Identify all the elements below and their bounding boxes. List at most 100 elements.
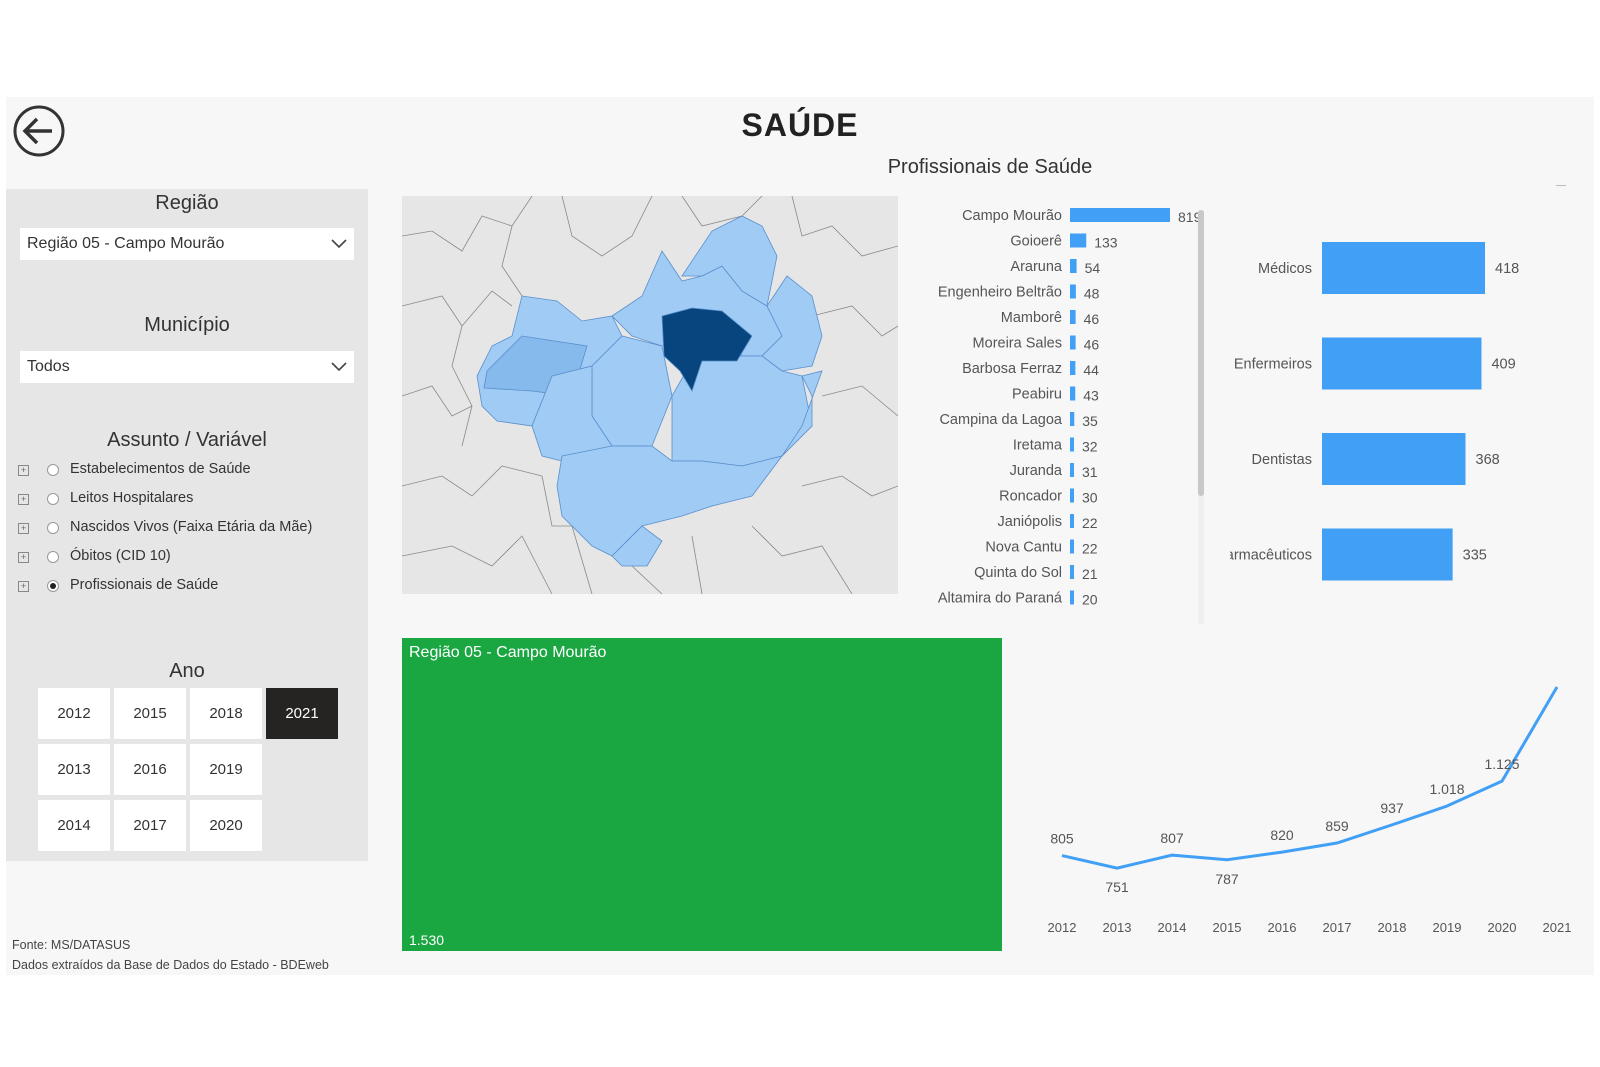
year-button[interactable]: 2012 (38, 688, 110, 739)
year-button[interactable]: 2015 (114, 688, 186, 739)
data-label: 820 (1270, 827, 1294, 843)
expand-icon[interactable]: + (18, 581, 29, 592)
bar[interactable] (1070, 284, 1076, 299)
bar[interactable] (1070, 259, 1077, 273)
back-arrow-icon[interactable] (12, 104, 66, 158)
divider (1556, 185, 1566, 186)
x-tick-label: 2017 (1323, 920, 1352, 935)
expand-icon[interactable]: + (18, 523, 29, 534)
ano-line-chart[interactable]: 805 2012 751 2013 807 2014 787 2015 820 2016 859 20… (1030, 680, 1580, 942)
assunto-radio-list: + Estabelecimentos de Saúde + Leitos Hos… (14, 460, 354, 605)
municipio-dropdown[interactable]: Todos (20, 351, 354, 383)
treemap-value: 1.530 (409, 932, 445, 948)
bar-value-label: 35 (1082, 413, 1098, 429)
expand-icon[interactable]: + (18, 494, 29, 505)
bar-category-label: Peabiru (1012, 387, 1062, 403)
treemap-label: Região 05 - Campo Mourão (409, 644, 607, 661)
year-button[interactable]: 2013 (38, 744, 110, 795)
year-button[interactable]: 2014 (38, 800, 110, 851)
bar-value-label: 54 (1085, 260, 1101, 276)
x-tick-label: 2021 (1543, 920, 1572, 935)
year-button[interactable]: 2016 (114, 744, 186, 795)
bar[interactable] (1322, 433, 1466, 485)
radio-item-profissionais[interactable]: + Profissionais de Saúde (14, 576, 354, 605)
treemap-tile[interactable]: Região 05 - Campo Mourão 1.530 (402, 638, 1002, 951)
bar[interactable] (1070, 514, 1074, 528)
bar[interactable] (1322, 242, 1485, 294)
bar-value-label: 46 (1084, 337, 1100, 353)
bar[interactable] (1070, 488, 1074, 503)
x-tick-label: 2016 (1268, 920, 1297, 935)
bar-category-label: Roncador (999, 489, 1062, 505)
data-label: 1.125 (1484, 756, 1519, 772)
bar[interactable] (1322, 337, 1482, 390)
bar-value-label: 20 (1082, 592, 1098, 608)
bar-value-label: 409 (1491, 357, 1515, 373)
radio-item-estabelecimentos[interactable]: + Estabelecimentos de Saúde (14, 460, 354, 489)
extracted-text: Dados extraídos da Base de Dados do Esta… (12, 958, 329, 972)
regiao-dropdown[interactable]: Região 05 - Campo Mourão (20, 228, 354, 260)
profissao-bar-chart[interactable]: Médicos 418 Enfermeiros 409 Dentistas 368 Farm… (1230, 230, 1570, 600)
bar-value-label: 43 (1083, 388, 1099, 404)
municipio-title: Município (144, 314, 230, 336)
bar-category-label: Campina da Lagoa (939, 412, 1062, 428)
x-tick-label: 2014 (1158, 920, 1187, 935)
expand-icon[interactable]: + (18, 552, 29, 563)
bar[interactable] (1070, 233, 1087, 248)
regiao-value: Região 05 - Campo Mourão (27, 235, 225, 252)
year-button[interactable]: 2017 (114, 800, 186, 851)
radio-label: Óbitos (CID 10) (70, 548, 171, 564)
bar[interactable] (1070, 565, 1074, 579)
bar[interactable] (1070, 335, 1076, 350)
bar[interactable] (1070, 590, 1074, 605)
bar[interactable] (1070, 412, 1075, 426)
bar[interactable] (1070, 437, 1074, 452)
radio-button-selected[interactable] (47, 580, 59, 592)
bar-value-label: 22 (1082, 541, 1098, 557)
bar-value-label: 32 (1082, 439, 1098, 455)
data-label: 859 (1325, 818, 1349, 834)
x-tick-label: 2019 (1433, 920, 1462, 935)
bar-value-label: 48 (1084, 286, 1100, 302)
bar-category-label: Araruna (1010, 259, 1063, 275)
bar-category-label: Enfermeiros (1234, 357, 1312, 373)
map-borders (402, 196, 898, 594)
assunto-title: Assunto / Variável (107, 429, 267, 451)
region-municipalities (476, 215, 823, 567)
data-label: 805 (1050, 831, 1074, 847)
bar[interactable] (1070, 386, 1076, 401)
bar-category-label: Moreira Sales (973, 336, 1062, 352)
bar-category-label: Iretama (1013, 438, 1063, 454)
bar[interactable] (1070, 208, 1170, 222)
bar[interactable] (1070, 310, 1076, 324)
bar[interactable] (1070, 539, 1074, 554)
bar-value-label: 22 (1082, 515, 1098, 531)
municipio-bar-chart[interactable]: Campo Mourão 819 Goioerê 133 Araruna 54 Engenh… (905, 205, 1210, 625)
expand-icon[interactable]: + (18, 465, 29, 476)
series-line[interactable] (1061, 686, 1559, 870)
bar[interactable] (1070, 463, 1074, 477)
bar-value-label: 418 (1495, 261, 1519, 277)
radio-item-leitos[interactable]: + Leitos Hospitalares (14, 489, 354, 518)
bar[interactable] (1322, 528, 1453, 581)
regiao-title: Região (155, 192, 219, 214)
bar-value-label: 819 (1178, 209, 1202, 225)
radio-button[interactable] (47, 522, 59, 534)
year-button-selected[interactable]: 2021 (266, 688, 338, 739)
region-map[interactable] (402, 196, 898, 594)
year-button[interactable]: 2020 (190, 800, 262, 851)
radio-item-obitos[interactable]: + Óbitos (CID 10) (14, 547, 354, 576)
data-label: 807 (1160, 830, 1184, 846)
radio-button[interactable] (47, 551, 59, 563)
year-button[interactable]: 2019 (190, 744, 262, 795)
bar[interactable] (1070, 361, 1076, 375)
radio-item-nascidos[interactable]: + Nascidos Vivos (Faixa Etária da Mãe) (14, 518, 354, 547)
radio-button[interactable] (47, 464, 59, 476)
bar-category-label: Médicos (1258, 261, 1312, 277)
radio-label: Estabelecimentos de Saúde (70, 461, 251, 477)
scrollbar-thumb[interactable] (1198, 210, 1204, 496)
radio-button[interactable] (47, 493, 59, 505)
bar-value-label: 44 (1083, 362, 1099, 378)
bar-category-label: Quinta do Sol (974, 565, 1062, 581)
year-button[interactable]: 2018 (190, 688, 262, 739)
